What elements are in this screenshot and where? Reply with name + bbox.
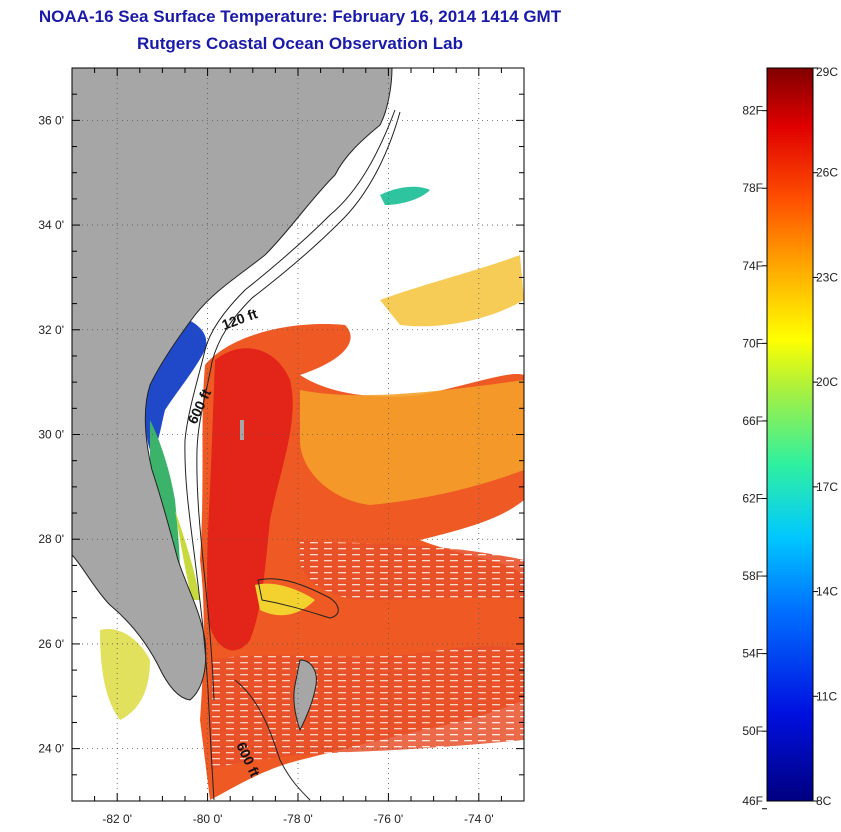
latitude-label: 26 0' [38, 637, 64, 651]
longitude-label: -74 0' [464, 812, 494, 826]
colorbar-fahrenheit-label: 50F [742, 724, 763, 738]
map-graticule [71, 67, 525, 802]
sst-field [100, 186, 524, 800]
longitude-labels: -82 0' -80 0' -78 0' -76 0' -74 0' [102, 812, 493, 826]
streaked-sst-region [300, 540, 524, 600]
latitude-label: 36 0' [38, 113, 64, 127]
southern-sst-region [210, 645, 524, 770]
mild-water-offshore [380, 255, 524, 327]
map-frame [71, 67, 525, 802]
colorbar-celsius-label: 29C [816, 65, 838, 79]
contour-600ft-south [234, 679, 311, 801]
mild-shelf-water [175, 510, 200, 600]
longitude-label: -80 0' [193, 812, 223, 826]
florida-bay-water [100, 629, 150, 720]
colorbar-celsius-label: 11C [816, 689, 837, 703]
contour-600ft [196, 111, 401, 701]
warm-orange-region [300, 380, 524, 505]
latitude-label: 30 0' [38, 428, 64, 442]
land-fragment [240, 420, 244, 440]
colorbar-fahrenheit-label: 58F [742, 569, 763, 583]
latitude-labels: 36 0' 34 0' 32 0' 30 0' 28 0' 26 0' 24 0' [38, 113, 64, 755]
bahama-bank-water [255, 583, 315, 616]
colorbar-fahrenheit-label: 54F [742, 647, 763, 661]
longitude-label: -82 0' [102, 812, 132, 826]
colorbar-fahrenheit-label: 82F [742, 104, 763, 118]
gulf-stream-core [207, 348, 293, 651]
colorbar-celsius-label: 20C [816, 375, 838, 389]
colorbar-fahrenheit-label: 66F [742, 414, 763, 428]
colorbar-fahrenheit-label: 46F [742, 794, 763, 808]
andros-island [293, 659, 317, 732]
colorbar [766, 67, 814, 802]
colorbar-celsius-label: 23C [816, 270, 838, 284]
colorbar-fahrenheit-label: 78F [742, 181, 763, 195]
map-title: NOAA-16 Sea Surface Temperature: Februar… [38, 7, 562, 26]
colorbar-celsius-label: 26C [816, 166, 838, 180]
longitude-label: -78 0' [283, 812, 313, 826]
colorbar-fahrenheit-label: 70F [742, 336, 763, 350]
colorbar-celsius-label: 17C [816, 480, 838, 494]
latitude-label: 32 0' [38, 323, 64, 337]
longitude-label: -76 0' [374, 812, 404, 826]
colorbar-fahrenheit-label: 62F [742, 491, 763, 505]
contour-120ft [184, 109, 396, 801]
colorbar-celsius-labels: 29C 26C 23C 20C 17C 14C 11C 8C [813, 65, 838, 808]
cold-shelf-water [145, 318, 207, 450]
latitude-label: 24 0' [38, 742, 64, 756]
latitude-label: 34 0' [38, 218, 64, 232]
map-subtitle: Rutgers Coastal Ocean Observation Lab [137, 34, 463, 53]
colorbar-fahrenheit-label: 74F [742, 259, 763, 273]
bahama-bank-outline [257, 578, 339, 619]
colorbar-celsius-label: 8C [816, 794, 832, 808]
cape-hatteras-water [380, 186, 430, 205]
latitude-label: 28 0' [38, 532, 64, 546]
colorbar-fahrenheit-labels: 82F 78F 74F 70F 66F 62F 58F 54F 50F 46F [742, 104, 767, 810]
cool-shelf-water [150, 420, 180, 575]
colorbar-celsius-label: 14C [816, 585, 838, 599]
us-east-coast-land [72, 68, 393, 701]
